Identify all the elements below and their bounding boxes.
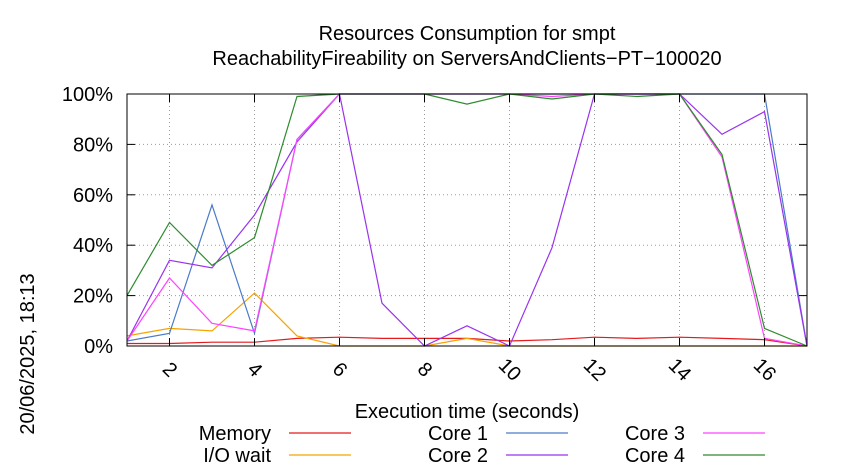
x-tick-label: 12 (579, 354, 610, 385)
y-tick-label: 0% (84, 336, 113, 358)
y-axis-ticks: 0% 20% 40% 60% 80% 100% (62, 84, 807, 358)
x-tick-label: 16 (749, 354, 780, 385)
y-tick-label: 40% (73, 235, 113, 257)
legend-label-core-1: Core 1 (428, 423, 488, 445)
series-line-core-3 (126, 93, 808, 347)
chart-title-line-1: Resources Consumption for smpt (319, 23, 616, 45)
chart-title-line-2: ReachabilityFireability on ServersAndCli… (212, 48, 721, 70)
legend-label-core-2: Core 2 (428, 445, 488, 467)
x-tick-label: 2 (158, 358, 181, 381)
y-tick-label: 100% (62, 84, 113, 106)
legend-label-core-4: Core 4 (625, 445, 685, 467)
grid-lines (127, 94, 807, 346)
series-line-core-4 (126, 93, 808, 347)
x-tick-label: 10 (494, 354, 525, 385)
y-tick-label: 20% (73, 286, 113, 308)
y-tick-label: 60% (73, 185, 113, 207)
y-tick-label: 80% (73, 134, 113, 156)
plot-area-frame (126, 93, 808, 347)
x-tick-label: 8 (413, 358, 436, 381)
x-tick-label: 4 (243, 358, 266, 381)
legend-label-i-o-wait: I/O wait (203, 445, 271, 467)
legend-label-core-3: Core 3 (625, 423, 685, 445)
series-lines (126, 92, 808, 347)
x-tick-label: 6 (328, 358, 351, 381)
x-axis-label: Execution time (seconds) (355, 401, 580, 423)
x-tick-label: 14 (664, 354, 695, 385)
legend-label-memory: Memory (199, 423, 271, 445)
series-line-core-2 (126, 92, 808, 347)
timestamp-label: 20/06/2025, 18:13 (17, 273, 39, 434)
